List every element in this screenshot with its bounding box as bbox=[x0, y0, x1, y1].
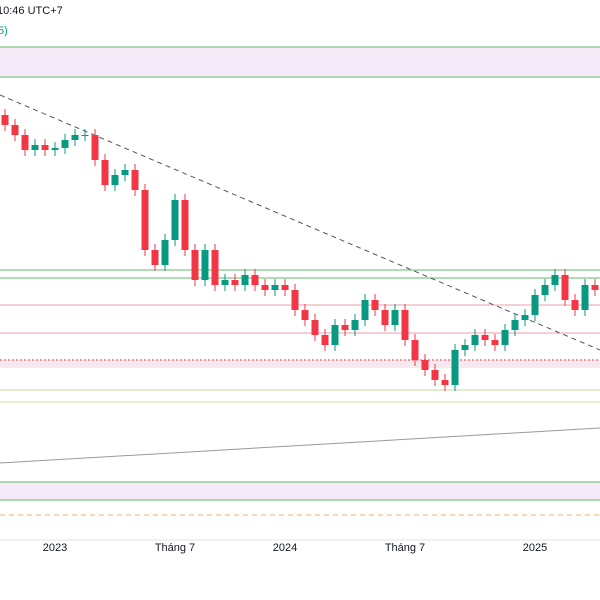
legend-fragment: 5) bbox=[0, 25, 8, 37]
candle-body bbox=[51, 148, 59, 150]
x-tick-label: Tháng 7 bbox=[385, 542, 425, 554]
candle-body bbox=[521, 315, 529, 320]
candle-body bbox=[231, 280, 239, 285]
candle-body bbox=[151, 250, 159, 265]
candle-body bbox=[161, 240, 169, 265]
candle-body bbox=[501, 330, 509, 345]
candle-body bbox=[361, 300, 369, 320]
candle-body bbox=[1, 115, 9, 125]
zone-band bbox=[0, 47, 600, 77]
candle-body bbox=[431, 370, 439, 380]
candle-body bbox=[311, 320, 319, 335]
trend-line bbox=[0, 427, 600, 464]
candle-body bbox=[331, 325, 339, 345]
candle-body bbox=[381, 310, 389, 325]
candle-body bbox=[61, 140, 69, 148]
candle-body bbox=[221, 280, 229, 285]
candle-body bbox=[351, 320, 359, 330]
candle-body bbox=[11, 125, 19, 135]
candle-body bbox=[411, 340, 419, 360]
candle-body bbox=[301, 310, 309, 320]
candle-body bbox=[451, 350, 459, 385]
x-tick-label: 2023 bbox=[43, 542, 67, 554]
candle-body bbox=[371, 300, 379, 310]
candle-body bbox=[131, 170, 139, 190]
candle-body bbox=[261, 285, 269, 290]
candle-body bbox=[531, 295, 539, 315]
candle-body bbox=[191, 250, 199, 280]
candle-body bbox=[241, 275, 249, 285]
candle-body bbox=[31, 145, 39, 150]
candle-body bbox=[181, 200, 189, 250]
candle-body bbox=[91, 135, 99, 160]
candle-body bbox=[421, 360, 429, 370]
candle-body bbox=[551, 275, 559, 285]
candle-body bbox=[201, 250, 209, 280]
candle-body bbox=[321, 335, 329, 345]
candle-body bbox=[401, 310, 409, 340]
candle-body bbox=[81, 135, 89, 136]
candle-body bbox=[71, 135, 79, 140]
candle-body bbox=[571, 300, 579, 310]
candle-body bbox=[111, 175, 119, 185]
zone-band bbox=[0, 482, 600, 500]
candle-body bbox=[41, 145, 49, 150]
candle-body bbox=[21, 135, 29, 150]
candle-body bbox=[541, 285, 549, 295]
candle-body bbox=[471, 335, 479, 345]
candle-body bbox=[561, 275, 569, 300]
candle-body bbox=[281, 285, 289, 290]
candle-body bbox=[491, 340, 499, 345]
candle-body bbox=[591, 285, 599, 290]
candle-body bbox=[171, 200, 179, 240]
candle-body bbox=[511, 320, 519, 330]
x-tick-label: Tháng 7 bbox=[155, 542, 195, 554]
x-tick-label: 2025 bbox=[523, 542, 547, 554]
candle-body bbox=[211, 250, 219, 285]
candle-body bbox=[121, 170, 129, 175]
candle-body bbox=[481, 335, 489, 340]
candle-body bbox=[291, 290, 299, 310]
candle-body bbox=[461, 345, 469, 350]
trend-line bbox=[0, 94, 600, 351]
header-time: 10:46 UTC+7 bbox=[0, 5, 63, 17]
candle-body bbox=[581, 285, 589, 310]
candle-body bbox=[101, 160, 109, 185]
candle-body bbox=[141, 190, 149, 250]
candle-body bbox=[391, 310, 399, 325]
candle-body bbox=[271, 285, 279, 290]
candle-body bbox=[441, 380, 449, 385]
zone-band bbox=[0, 360, 600, 368]
x-tick-label: 2024 bbox=[273, 542, 297, 554]
candle-body bbox=[251, 275, 259, 285]
candle-body bbox=[341, 325, 349, 330]
